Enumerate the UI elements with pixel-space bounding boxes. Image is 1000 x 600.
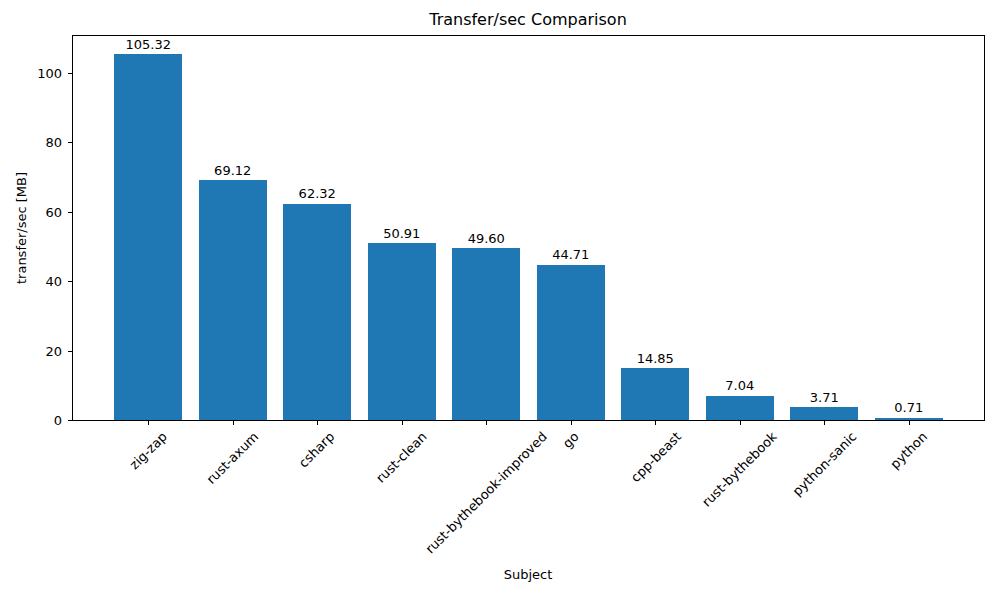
bar: [790, 407, 858, 420]
y-tick-mark: [68, 73, 72, 74]
bar-value-label: 3.71: [810, 391, 839, 405]
x-tick-label: csharp: [296, 429, 338, 471]
y-tick-mark: [68, 281, 72, 282]
bar-value-label: 14.85: [637, 352, 674, 366]
bar: [283, 204, 351, 420]
bar-value-label: 49.60: [468, 232, 505, 246]
x-tick-mark: [571, 421, 572, 425]
x-tick-mark: [740, 421, 741, 425]
x-tick-mark: [655, 421, 656, 425]
y-tick-mark: [68, 351, 72, 352]
y-tick-label: 20: [45, 343, 62, 358]
x-tick-label: python: [888, 429, 931, 472]
bar: [875, 418, 943, 420]
bar: [368, 243, 436, 420]
x-tick-label: rust-axum: [204, 429, 262, 487]
x-tick-mark: [317, 421, 318, 425]
bar-value-label: 69.12: [214, 164, 251, 178]
bar: [114, 54, 182, 420]
bar-value-label: 105.32: [125, 38, 171, 52]
y-tick-label: 60: [45, 204, 62, 219]
y-tick-mark: [68, 420, 72, 421]
y-tick-mark: [68, 142, 72, 143]
x-tick-label: python-sanic: [789, 429, 859, 499]
plot-area: 105.32 69.12 62.32 50.91 49.60 44.71 14.85 7.04…: [72, 35, 985, 421]
x-tick-label: cpp-beast: [627, 429, 683, 485]
y-tick-label: 0: [54, 413, 62, 428]
y-tick-label: 80: [45, 135, 62, 150]
x-tick-mark: [148, 421, 149, 425]
x-tick-mark: [486, 421, 487, 425]
bar-chart-figure: Transfer/sec Comparison transfer/sec [MB…: [0, 0, 1000, 600]
bar: [706, 396, 774, 420]
x-tick-label: go: [560, 429, 582, 451]
y-tick-mark: [68, 212, 72, 213]
x-tick-label: rust-bythebook: [700, 429, 781, 510]
bar-value-label: 7.04: [725, 379, 754, 393]
x-tick-mark: [233, 421, 234, 425]
x-tick-mark: [909, 421, 910, 425]
x-tick-label: zig-zap: [127, 429, 170, 472]
bar: [537, 265, 605, 420]
bar: [452, 248, 520, 420]
bar-value-label: 0.71: [894, 401, 923, 415]
x-axis-label: Subject: [504, 567, 553, 582]
bar-value-label: 62.32: [299, 187, 336, 201]
bar-value-label: 44.71: [552, 248, 589, 262]
chart-title: Transfer/sec Comparison: [429, 10, 627, 29]
bar: [199, 180, 267, 420]
x-tick-mark: [824, 421, 825, 425]
x-tick-label: rust-bythebook-improved: [423, 429, 550, 556]
y-axis-label: transfer/sec [MB]: [14, 172, 29, 284]
x-tick-label: rust-clean: [373, 429, 430, 486]
bar: [621, 368, 689, 420]
bar-value-label: 50.91: [383, 227, 420, 241]
x-tick-mark: [402, 421, 403, 425]
y-tick-label: 100: [37, 65, 62, 80]
y-tick-label: 40: [45, 274, 62, 289]
